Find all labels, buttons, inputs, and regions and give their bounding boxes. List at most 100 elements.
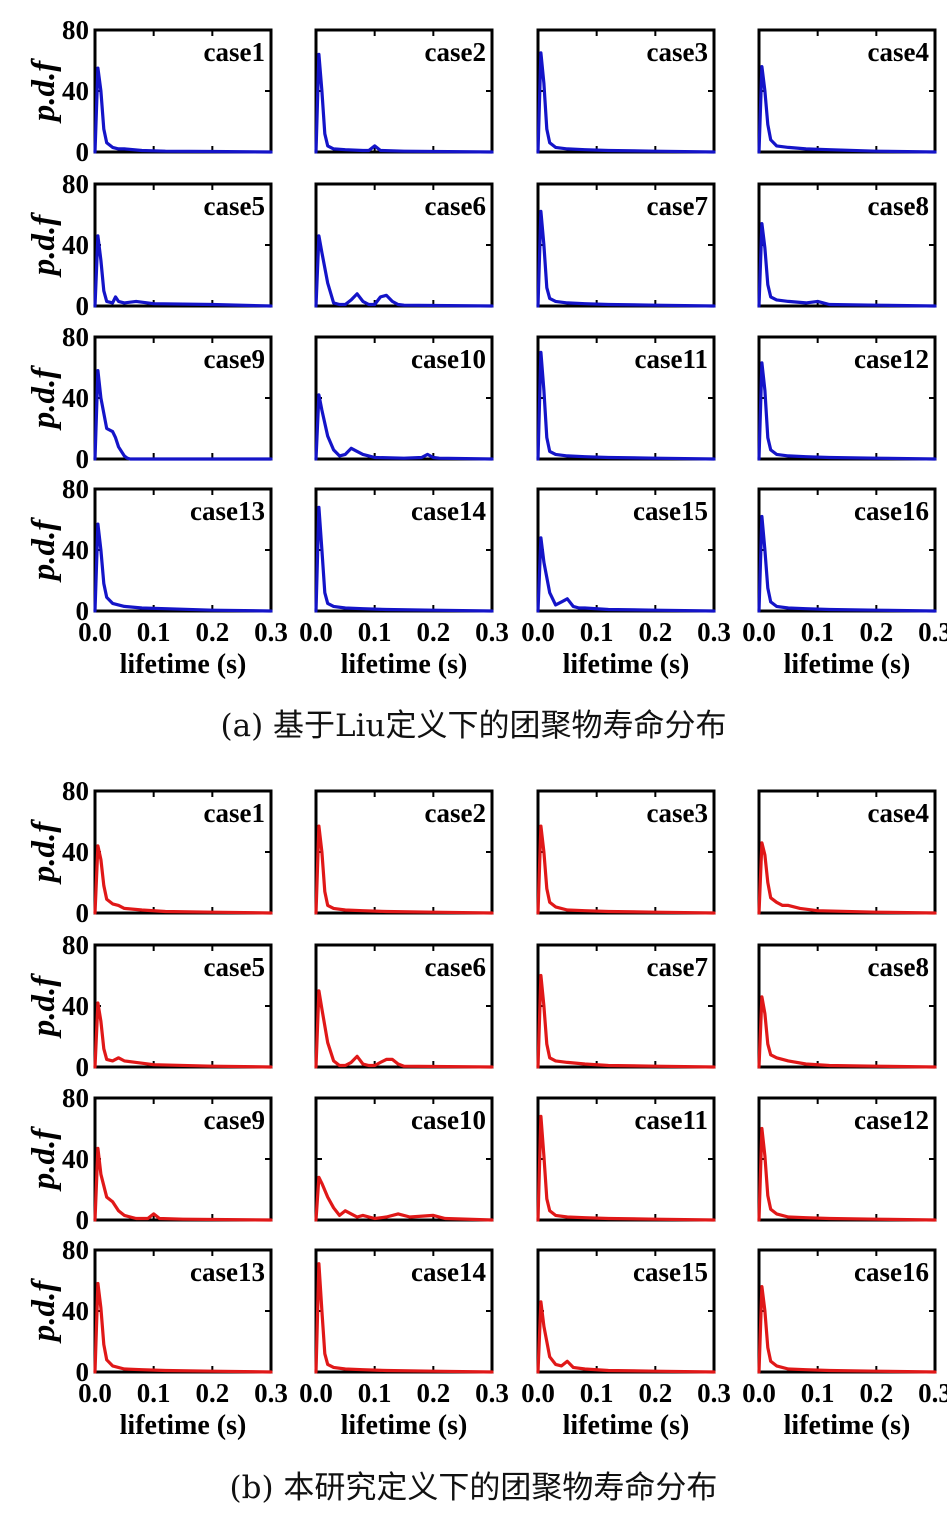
fig1-panel3-series-line <box>536 51 716 154</box>
fig1-panel13-title: case13 <box>190 496 265 526</box>
fig1-panel5-title: case5 <box>204 191 265 221</box>
fig2-panel2-title: case2 <box>425 798 486 828</box>
fig1-panel9-series-line <box>93 369 273 461</box>
fig1-panel10-series-line <box>314 393 494 461</box>
fig1-panel13-xtick-label-0.3: 0.3 <box>254 617 288 647</box>
fig2-panel12-series-line <box>757 1126 937 1222</box>
fig2-panel14-series-line <box>314 1262 494 1374</box>
fig1-panel14-title: case14 <box>411 496 486 526</box>
fig1-panel16-xlabel: lifetime (s) <box>784 649 911 680</box>
fig2-panel5-ylabel: p.d.f <box>26 973 62 1040</box>
fig2-panel14-xtick-label-0.1: 0.1 <box>358 1378 392 1408</box>
fig1-panel13-ytick-label-80: 80 <box>62 474 89 504</box>
fig1-panel13-xtick-label-0.2: 0.2 <box>195 617 229 647</box>
fig2-panel5-ytick-label-0: 0 <box>76 1052 90 1082</box>
fig1-panel15-xtick-label-0.0: 0.0 <box>521 617 555 647</box>
fig1-panel7-series-line <box>536 209 716 308</box>
fig1-panel15-xtick-label-0.3: 0.3 <box>697 617 731 647</box>
fig2-panel5-ytick-label-40: 40 <box>62 991 89 1021</box>
fig1-panel2-series-line <box>314 52 494 154</box>
fig2-panel5-title: case5 <box>204 952 265 982</box>
fig1-panel14-xtick-label-0.2: 0.2 <box>416 617 450 647</box>
fig1-panel5-ylabel: p.d.f <box>26 212 62 279</box>
fig2-panel16-xlabel: lifetime (s) <box>784 1410 911 1441</box>
fig2-panel6-series-line <box>314 989 494 1069</box>
fig1-panel3-title: case3 <box>647 37 708 67</box>
fig1-panel13-xtick-label-0.0: 0.0 <box>78 617 112 647</box>
fig2-panel1-ytick-label-40: 40 <box>62 837 89 867</box>
fig2-panel11-title: case11 <box>635 1105 709 1135</box>
fig2-panel16-xtick-label-0.1: 0.1 <box>801 1378 835 1408</box>
fig1-panel16-xtick-label-0.0: 0.0 <box>742 617 776 647</box>
fig1-panel8-series-line <box>757 222 937 308</box>
fig2-panel13-series-line <box>93 1281 273 1374</box>
fig2-panel16-series-line <box>757 1285 937 1374</box>
fig1-panel2-title: case2 <box>425 37 486 67</box>
fig2-panel9-ytick-label-40: 40 <box>62 1144 89 1174</box>
fig1-panel14-xtick-label-0.0: 0.0 <box>299 617 333 647</box>
fig2-panel15-xlabel: lifetime (s) <box>563 1410 690 1441</box>
fig2-panel7-title: case7 <box>647 952 708 982</box>
fig1-panel15-xlabel: lifetime (s) <box>563 649 690 680</box>
fig2-panel13-xtick-label-0.2: 0.2 <box>195 1378 229 1408</box>
fig2-panel9-ytick-label-80: 80 <box>62 1083 89 1113</box>
fig2-panel5-series-line <box>93 1001 273 1069</box>
fig1-panel10-title: case10 <box>411 344 486 374</box>
fig1-panel13-xtick-label-0.1: 0.1 <box>137 617 171 647</box>
fig2-panel13-ytick-label-0: 0 <box>76 1357 90 1387</box>
fig1-panel13-series-line <box>93 522 273 613</box>
fig1-panel12-series-line <box>757 361 937 461</box>
fig1-panel16-xtick-label-0.2: 0.2 <box>859 617 893 647</box>
fig1-panel14-series-line <box>314 505 494 613</box>
fig1-panel9-title: case9 <box>204 344 265 374</box>
fig2-panel16-xtick-label-0.0: 0.0 <box>742 1378 776 1408</box>
fig2-panel3-series-line <box>536 824 716 915</box>
fig2-panel1-ylabel: p.d.f <box>26 819 62 886</box>
fig1-panel5-ytick-label-0: 0 <box>76 291 90 321</box>
fig1-panel1-ytick-label-80: 80 <box>62 15 89 45</box>
fig1-panel11-title: case11 <box>635 344 709 374</box>
fig1-panel13-ytick-label-0: 0 <box>76 596 90 626</box>
fig1-panel15-title: case15 <box>633 496 708 526</box>
fig2-panel2-series-line <box>314 824 494 915</box>
fig2-panel13-ytick-label-80: 80 <box>62 1235 89 1265</box>
fig2-panel1-ytick-label-0: 0 <box>76 898 90 928</box>
fig1-panel6-series-line <box>314 234 494 308</box>
fig2-panel16-title: case16 <box>854 1257 929 1287</box>
fig1-panel5-ytick-label-40: 40 <box>62 230 89 260</box>
fig1-panel1-ytick-label-0: 0 <box>76 137 90 167</box>
fig2-panel13-ylabel: p.d.f <box>26 1278 62 1345</box>
fig1-panel1-series-line <box>93 66 273 154</box>
fig1-panel4-series-line <box>757 65 937 154</box>
fig2-panel9-ytick-label-0: 0 <box>76 1205 90 1235</box>
fig2-panel4-title: case4 <box>868 798 929 828</box>
fig2-panel9-series-line <box>93 1146 273 1222</box>
fig2-panel13-ytick-label-40: 40 <box>62 1296 89 1326</box>
fig1-panel5-ytick-label-80: 80 <box>62 169 89 199</box>
fig1-panel1-title: case1 <box>204 37 265 67</box>
fig2-panel15-xtick-label-0.1: 0.1 <box>580 1378 614 1408</box>
fig1-panel16-xtick-label-0.1: 0.1 <box>801 617 835 647</box>
fig2-panel6-title: case6 <box>425 952 486 982</box>
fig2-panel15-xtick-label-0.3: 0.3 <box>697 1378 731 1408</box>
fig2-panel14-xtick-label-0.2: 0.2 <box>416 1378 450 1408</box>
fig1-panel5-series-line <box>93 234 273 308</box>
fig1-panel14-xtick-label-0.1: 0.1 <box>358 617 392 647</box>
fig2-panel15-title: case15 <box>633 1257 708 1287</box>
fig2-panel1-series-line <box>93 844 273 915</box>
fig1-panel8-title: case8 <box>868 191 929 221</box>
caption-a: (a) 基于Liu定义下的团聚物寿命分布 <box>220 708 727 744</box>
fig1-panel1-ylabel: p.d.f <box>26 58 62 125</box>
fig2-panel15-xtick-label-0.0: 0.0 <box>521 1378 555 1408</box>
fig2-panel13-xtick-label-0.1: 0.1 <box>137 1378 171 1408</box>
fig2-panel12-title: case12 <box>854 1105 929 1135</box>
fig2-panel13-title: case13 <box>190 1257 265 1287</box>
fig1-panel1-ytick-label-40: 40 <box>62 76 89 106</box>
fig2-panel10-series-line <box>314 1175 494 1222</box>
fig1-panel14-xtick-label-0.3: 0.3 <box>475 617 509 647</box>
fig2-panel10-title: case10 <box>411 1105 486 1135</box>
fig1-panel13-ytick-label-40: 40 <box>62 535 89 565</box>
fig2-panel13-xtick-label-0.0: 0.0 <box>78 1378 112 1408</box>
fig1-panel15-xtick-label-0.1: 0.1 <box>580 617 614 647</box>
